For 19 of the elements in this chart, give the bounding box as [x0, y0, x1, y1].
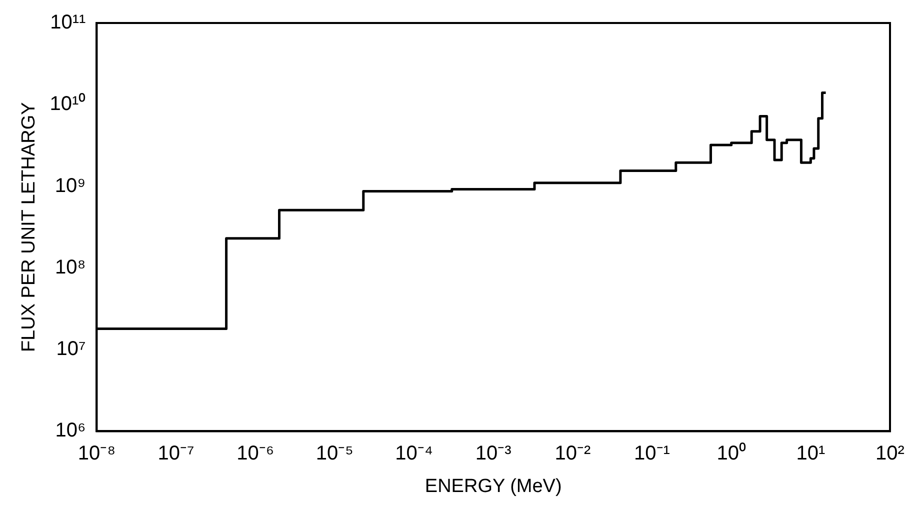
x-tick-label: 10⁻³	[475, 442, 512, 465]
x-tick-label: 10⁻⁸	[78, 442, 116, 465]
x-tick-label: 10⁻⁶	[236, 442, 274, 465]
x-tick-label: 10⁻¹	[634, 442, 670, 465]
x-tick-label: 10⁰	[716, 442, 746, 465]
x-tick-label: 10¹	[796, 442, 826, 465]
x-tick-label: 10⁻⁵	[316, 442, 354, 465]
y-tick-label: 10⁸	[55, 256, 86, 278]
y-axis-title: FLUX PER UNIT LETHARGY	[18, 102, 40, 352]
y-tick-label: 10⁹	[54, 174, 86, 197]
y-tick-label: 10¹¹	[50, 12, 86, 34]
x-tick-label: 10⁻²	[554, 442, 591, 465]
y-tick-label: 10⁷	[56, 338, 86, 360]
x-tick-label: 10⁻⁷	[158, 442, 194, 465]
y-tick-label: 10¹⁰	[50, 92, 86, 116]
x-tick-label: 10²	[876, 442, 905, 465]
x-axis-title: ENERGY (MeV)	[424, 476, 562, 497]
x-tick-label: 10⁻⁴	[395, 442, 433, 465]
y-tick-label: 10⁶	[55, 420, 86, 442]
